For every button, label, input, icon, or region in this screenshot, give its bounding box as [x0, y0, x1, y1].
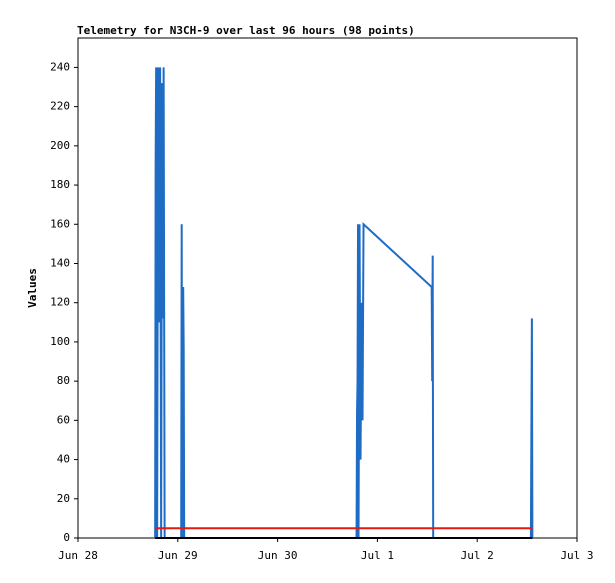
x-tick-label: Jun 28: [58, 549, 98, 562]
y-tick-label: 200: [50, 139, 70, 152]
x-tick-label: Jul 2: [461, 549, 494, 562]
y-tick-label: 240: [50, 60, 70, 73]
y-tick-label: 220: [50, 100, 70, 113]
x-tick-label: Jun 30: [258, 549, 298, 562]
y-tick-label: 60: [57, 413, 70, 426]
y-tick-label: 160: [50, 217, 70, 230]
x-tick-label: Jul 1: [361, 549, 394, 562]
chart-title: Telemetry for N3CH-9 over last 96 hours …: [77, 24, 415, 37]
y-axis-label: Values: [26, 268, 39, 308]
y-tick-label: 80: [57, 374, 70, 387]
y-tick-label: 20: [57, 492, 70, 505]
y-tick-label: 180: [50, 178, 70, 191]
x-tick-label: Jul 3: [560, 549, 593, 562]
x-tick-label: Jun 29: [158, 549, 198, 562]
y-tick-label: 120: [50, 296, 70, 309]
y-tick-label: 0: [63, 531, 70, 544]
y-tick-label: 40: [57, 453, 70, 466]
y-tick-label: 100: [50, 335, 70, 348]
y-tick-label: 140: [50, 256, 70, 269]
